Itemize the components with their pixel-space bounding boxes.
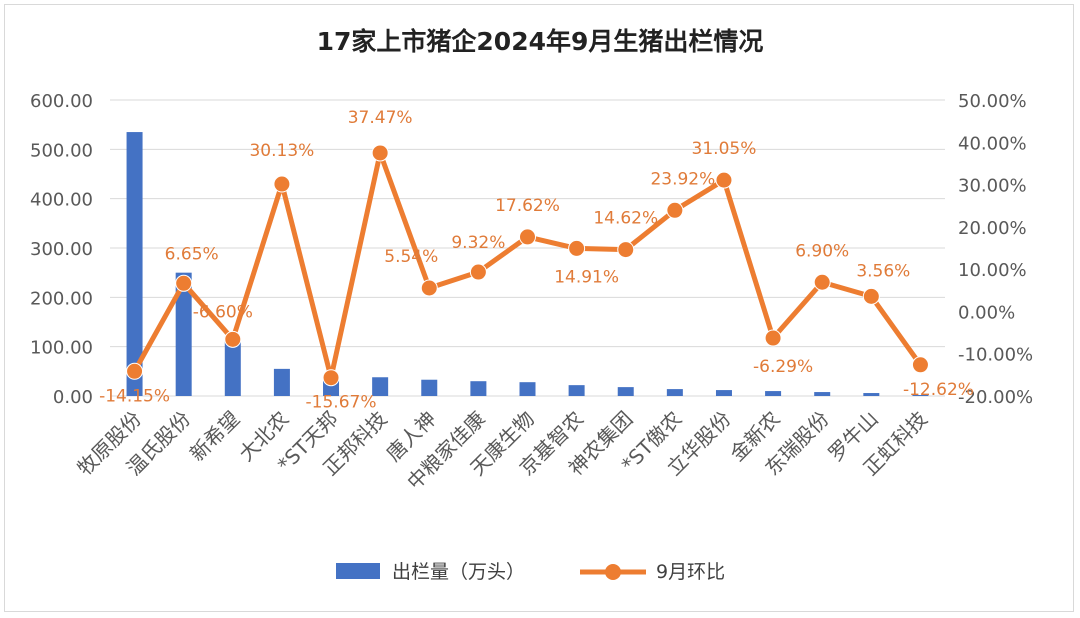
line-point [371,144,389,162]
chart-title: 17家上市猪企2024年9月生猪出栏情况 [316,27,764,56]
line-point [273,175,291,193]
data-labels: -14.15% 6.65% -6.60% 30.13% -15.67% 37.47% 5.5… [99,108,974,413]
data-label: -15.67% [306,393,377,413]
bar [617,387,634,396]
line-series [126,144,929,387]
right-tick-label: 30.00% [958,176,1027,197]
data-label: 14.91% [554,267,619,287]
series-line [132,150,923,381]
bar [175,272,192,396]
line-point [175,274,193,292]
bar [421,379,438,396]
data-label: 6.90% [795,241,849,261]
line-point [911,356,929,374]
data-label: -12.62% [903,380,974,400]
bar [666,389,683,396]
bar [224,336,241,396]
bar [126,132,143,397]
legend-swatch-marker [605,564,621,580]
data-label: 6.65% [165,244,219,264]
right-tick-label: 50.00% [958,91,1027,112]
left-tick-label: 500.00 [30,140,93,161]
data-label: 37.47% [348,108,413,128]
legend-label-line: 9月环比 [656,561,725,583]
bar [273,368,290,396]
left-axis-ticks: 0.00 100.00 200.00 300.00 400.00 500.00 600.00 [30,91,93,408]
line-point [715,171,733,189]
data-label: 14.62% [593,209,658,229]
right-tick-label: 40.00% [958,133,1027,154]
left-tick-label: 200.00 [30,288,93,309]
data-label: -6.29% [753,357,813,377]
bar [912,395,929,396]
bar [765,391,782,396]
line-point [322,369,340,387]
category-labels: 牧原股份温氏股份新希望大北农*ST天邦正邦科技唐人神中粮家佳康天康生物京基智农神… [73,407,932,495]
data-label: 17.62% [495,196,560,216]
legend: 出栏量（万头） 9月环比 [336,561,725,583]
right-axis-ticks: -20.00% -10.00% 0.00% 10.00% 20.00% 30.00% 40.… [958,91,1033,408]
right-tick-label: -20.00% [958,387,1033,408]
line-point [862,287,880,305]
legend-swatch-bar [336,563,380,579]
data-label: -6.60% [193,302,253,322]
data-label: 3.56% [856,261,910,281]
data-label: -14.15% [99,386,170,406]
left-tick-label: 600.00 [30,91,93,112]
bar [519,382,536,396]
left-tick-label: 100.00 [30,338,93,359]
bar [568,385,585,396]
data-label: 5.54% [384,247,438,267]
bar [372,377,389,396]
bar-series [126,132,929,397]
line-point [764,329,782,347]
bar [814,392,831,396]
bar [715,390,732,396]
bar [863,393,880,396]
line-point [666,201,684,219]
line-point [519,228,536,246]
left-tick-label: 0.00 [53,387,93,408]
bar [470,381,487,396]
legend-label-bar: 出栏量（万头） [392,561,525,583]
line-point [224,330,242,348]
data-label: 31.05% [692,139,757,159]
line-point [126,362,144,380]
right-tick-label: 10.00% [958,260,1027,281]
right-tick-label: -10.00% [958,345,1033,366]
right-tick-label: 0.00% [958,302,1015,323]
left-tick-label: 400.00 [30,190,93,211]
data-label: 30.13% [249,141,314,161]
line-point [568,239,586,257]
line-point [469,263,487,281]
category-label: 新希望 [185,407,244,466]
data-label: 9.32% [451,233,505,253]
right-tick-label: 20.00% [958,218,1027,239]
line-point [813,273,831,291]
left-tick-label: 300.00 [30,239,93,260]
line-point [420,279,438,297]
line-point [617,241,635,259]
data-label: 23.92% [650,169,715,189]
